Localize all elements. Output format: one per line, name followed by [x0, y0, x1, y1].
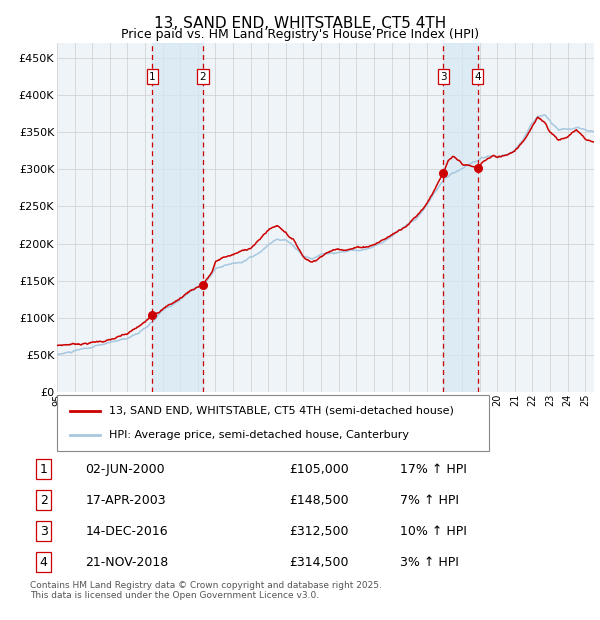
Text: 17-APR-2003: 17-APR-2003 [85, 494, 166, 507]
Text: 14-DEC-2016: 14-DEC-2016 [85, 525, 168, 538]
Text: HPI: Average price, semi-detached house, Canterbury: HPI: Average price, semi-detached house,… [109, 430, 409, 440]
Text: 2: 2 [200, 72, 206, 82]
Text: Contains HM Land Registry data © Crown copyright and database right 2025.
This d: Contains HM Land Registry data © Crown c… [30, 581, 382, 600]
Text: 02-JUN-2000: 02-JUN-2000 [85, 463, 165, 476]
Text: 13, SAND END, WHITSTABLE, CT5 4TH: 13, SAND END, WHITSTABLE, CT5 4TH [154, 16, 446, 30]
Text: £105,000: £105,000 [289, 463, 349, 476]
Text: 7% ↑ HPI: 7% ↑ HPI [400, 494, 459, 507]
Text: 3: 3 [440, 72, 447, 82]
FancyBboxPatch shape [57, 395, 489, 451]
Text: 3: 3 [40, 525, 48, 538]
Text: 21-NOV-2018: 21-NOV-2018 [85, 556, 169, 569]
Text: Price paid vs. HM Land Registry's House Price Index (HPI): Price paid vs. HM Land Registry's House … [121, 28, 479, 41]
Text: 4: 4 [40, 556, 48, 569]
Text: 2: 2 [40, 494, 48, 507]
Text: 3% ↑ HPI: 3% ↑ HPI [400, 556, 459, 569]
Text: 17% ↑ HPI: 17% ↑ HPI [400, 463, 467, 476]
Text: 4: 4 [475, 72, 481, 82]
Text: 13, SAND END, WHITSTABLE, CT5 4TH (semi-detached house): 13, SAND END, WHITSTABLE, CT5 4TH (semi-… [109, 405, 454, 415]
Bar [443, 43, 478, 392]
Text: £314,500: £314,500 [289, 556, 349, 569]
Text: £312,500: £312,500 [289, 525, 349, 538]
Text: 1: 1 [149, 72, 156, 82]
Bar [152, 43, 203, 392]
Text: 10% ↑ HPI: 10% ↑ HPI [400, 525, 467, 538]
Text: £148,500: £148,500 [289, 494, 349, 507]
Text: 1: 1 [40, 463, 48, 476]
